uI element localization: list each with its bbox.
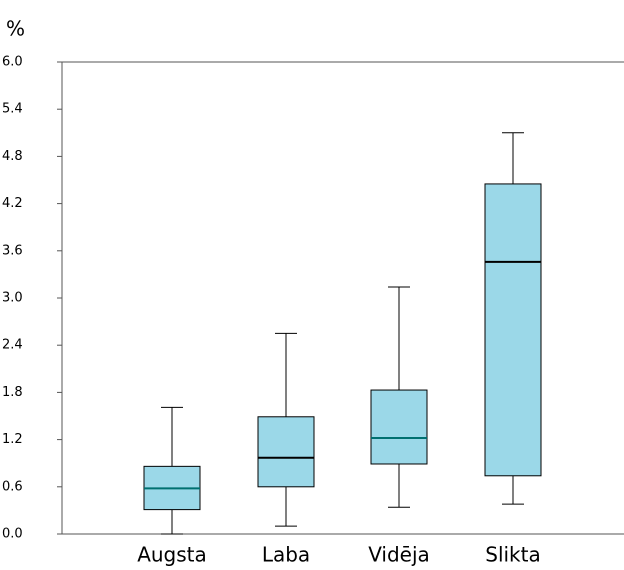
y-tick-label: 1.2	[2, 432, 23, 447]
y-tick-label: 1.8	[2, 385, 23, 400]
box	[484, 183, 542, 477]
x-tick-label: Slikta	[485, 543, 541, 567]
y-tick-label: 2.4	[2, 338, 23, 353]
x-tick-label: Laba	[262, 543, 310, 567]
x-tick-label: Vidēja	[368, 543, 430, 567]
y-axis-label: %	[6, 17, 25, 41]
box	[370, 389, 428, 465]
x-tick-label: Augsta	[137, 543, 207, 567]
y-tick-label: 4.8	[2, 149, 23, 164]
y-tick-label: 6.0	[2, 55, 23, 70]
y-tick-label: 3.6	[2, 243, 23, 258]
y-tick-label: 5.4	[2, 102, 23, 117]
box	[257, 416, 315, 488]
y-tick-label: 0.6	[2, 479, 23, 494]
y-tick-label: 4.2	[2, 196, 23, 211]
y-tick-label: 0.0	[2, 527, 23, 542]
y-tick-label: 3.0	[2, 291, 23, 306]
